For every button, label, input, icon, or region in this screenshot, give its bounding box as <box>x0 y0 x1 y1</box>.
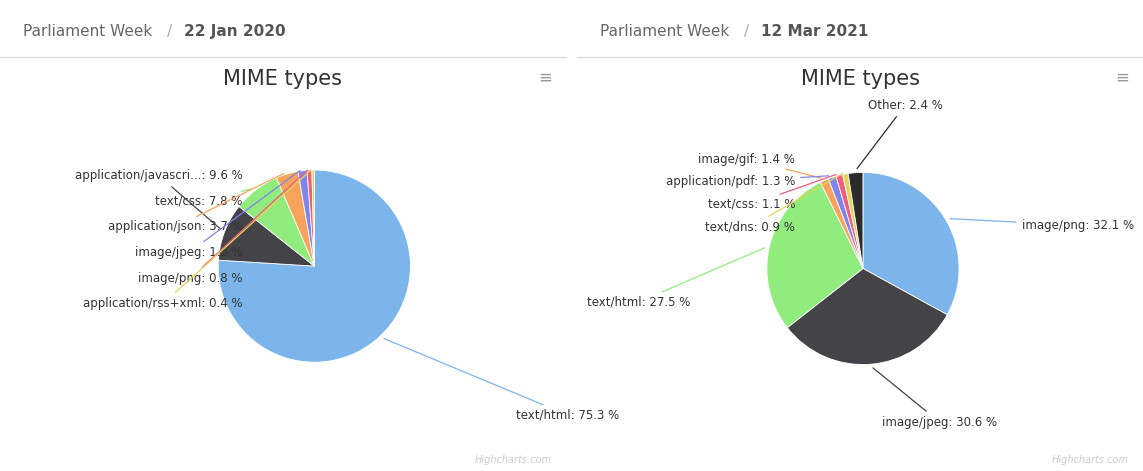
Text: MIME types: MIME types <box>800 69 920 89</box>
Wedge shape <box>829 176 863 268</box>
Text: text/html: 75.3 %: text/html: 75.3 % <box>384 339 620 422</box>
Wedge shape <box>767 182 863 328</box>
Wedge shape <box>836 175 863 268</box>
Text: image/jpeg: 30.6 %: image/jpeg: 30.6 % <box>873 368 998 429</box>
Text: text/css: 1.1 %: text/css: 1.1 % <box>708 174 837 211</box>
Text: ≡: ≡ <box>537 69 552 87</box>
Text: application/pdf: 1.3 %: application/pdf: 1.3 % <box>665 175 829 188</box>
Text: image/png: 0.8 %: image/png: 0.8 % <box>138 170 307 284</box>
Wedge shape <box>239 178 314 266</box>
Text: text/html: 27.5 %: text/html: 27.5 % <box>586 248 765 309</box>
Text: Other: 2.4 %: Other: 2.4 % <box>857 98 943 169</box>
Wedge shape <box>218 170 410 362</box>
Wedge shape <box>312 170 314 266</box>
Text: Parliament Week: Parliament Week <box>23 24 152 39</box>
Text: text/dns: 0.9 %: text/dns: 0.9 % <box>705 173 842 234</box>
Text: MIME types: MIME types <box>223 69 343 89</box>
Text: Highcharts.com: Highcharts.com <box>474 455 552 465</box>
Text: application/json: 3.7 %: application/json: 3.7 % <box>107 173 283 234</box>
Wedge shape <box>218 206 314 266</box>
Text: image/png: 32.1 %: image/png: 32.1 % <box>950 219 1134 232</box>
Wedge shape <box>848 172 863 268</box>
Wedge shape <box>277 171 314 266</box>
Text: /: / <box>744 24 750 39</box>
Text: /: / <box>167 24 173 39</box>
Text: application/javascri...: 9.6 %: application/javascri...: 9.6 % <box>75 169 242 229</box>
Text: Highcharts.com: Highcharts.com <box>1052 455 1129 465</box>
Wedge shape <box>842 173 863 268</box>
Text: application/rss+xml: 0.4 %: application/rss+xml: 0.4 % <box>83 170 311 310</box>
Wedge shape <box>788 268 948 365</box>
Wedge shape <box>863 172 959 315</box>
Text: 22 Jan 2020: 22 Jan 2020 <box>184 24 286 39</box>
Text: ≡: ≡ <box>1114 69 1129 87</box>
Text: 12 Mar 2021: 12 Mar 2021 <box>761 24 869 39</box>
Text: Parliament Week: Parliament Week <box>600 24 729 39</box>
Wedge shape <box>821 179 863 268</box>
Wedge shape <box>298 171 314 266</box>
Text: image/gif: 1.4 %: image/gif: 1.4 % <box>698 153 821 178</box>
Text: image/jpeg: 1.5 %: image/jpeg: 1.5 % <box>135 171 299 259</box>
Wedge shape <box>307 170 314 266</box>
Text: text/css: 7.8 %: text/css: 7.8 % <box>155 189 253 208</box>
